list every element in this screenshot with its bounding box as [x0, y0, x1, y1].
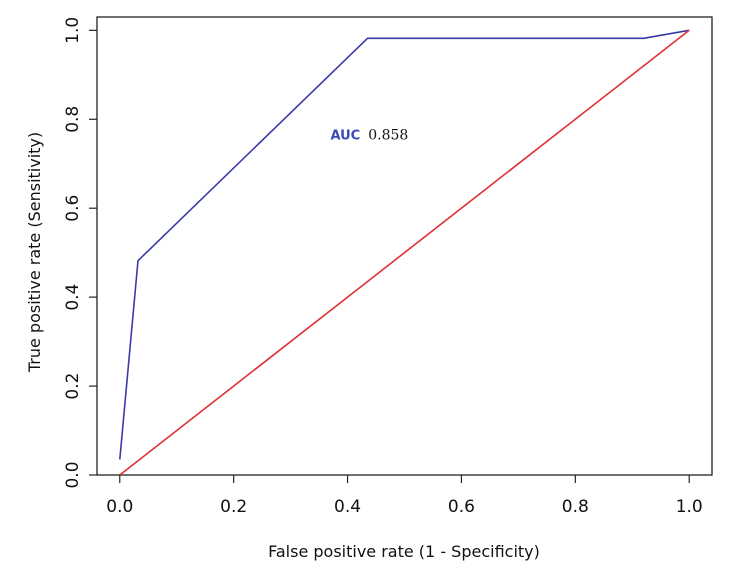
y-axis-title: True positive rate (Sensitivity) — [25, 132, 44, 373]
x-tick-label: 0.0 — [106, 497, 133, 517]
plot-frame — [96, 16, 713, 476]
reference-diagonal — [119, 29, 690, 476]
auc-key: AUC — [330, 128, 360, 143]
y-tick-label: 0.0 — [63, 461, 83, 488]
x-tick-label: 0.6 — [448, 497, 475, 517]
axis-layer: 0.0 0.2 0.4 0.6 0.8 1.0 0.0 0.2 0.4 0.6 0.8 1.0 — [63, 17, 703, 517]
auc-annotation: AUC 0.858 — [330, 126, 408, 143]
y-tick-label: 0.4 — [63, 284, 83, 311]
y-tick-label: 1.0 — [63, 17, 83, 44]
x-tick-label: 1.0 — [676, 497, 703, 517]
x-tick-label: 0.2 — [220, 497, 247, 517]
x-axis-title: False positive rate (1 - Specificity) — [268, 542, 540, 561]
roc-curve — [119, 29, 690, 460]
y-tick-label: 0.8 — [63, 106, 83, 133]
series-layer — [119, 29, 690, 476]
y-tick-label: 0.6 — [63, 195, 83, 222]
x-tick-label: 0.8 — [562, 497, 589, 517]
y-tick-label: 0.2 — [63, 373, 83, 400]
x-tick-label: 0.4 — [334, 497, 361, 517]
auc-value: 0.858 — [368, 127, 408, 143]
